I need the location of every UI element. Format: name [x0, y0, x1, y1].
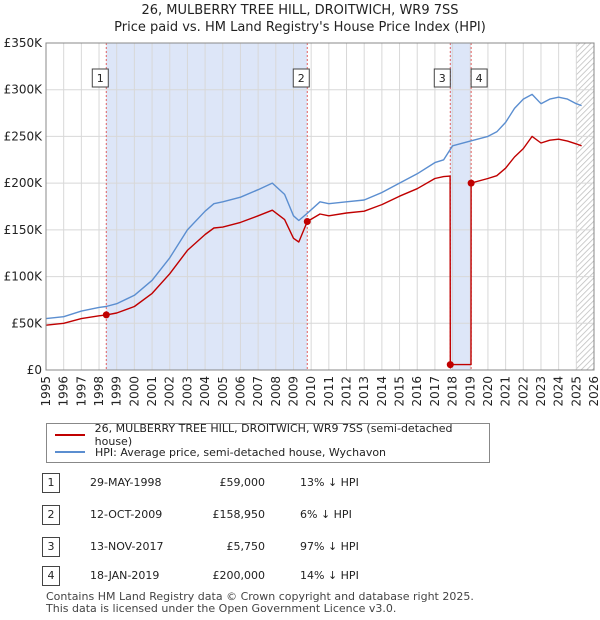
price-chart: £0 £50K £100K £150K £200K £250K £300K £350K 1995…: [4, 36, 600, 407]
y-tick-label: £250K: [4, 129, 44, 143]
sale-hpi-diff: 14% ↓ HPI: [300, 569, 359, 582]
x-tick-label: 1997: [74, 376, 88, 407]
x-tick-label: 2013: [357, 376, 371, 407]
sale-price: £59,000: [219, 476, 266, 489]
sale-point: [102, 311, 110, 319]
sale-date: 12-OCT-2009: [90, 508, 163, 521]
footer-licence: This data is licensed under the Open Gov…: [46, 602, 397, 615]
sale-hpi-diff: 6% ↓ HPI: [300, 508, 352, 521]
legend: 26, MULBERRY TREE HILL, DROITWICH, WR9 7…: [46, 422, 490, 463]
x-tick-label: 2003: [180, 376, 194, 407]
x-tick-label: 2015: [393, 376, 407, 407]
x-tick-label: 2009: [286, 376, 300, 407]
shaded-range: [106, 43, 308, 370]
sale-point: [446, 361, 454, 369]
legend-label-hpi: HPI: Average price, semi-detached house,…: [95, 445, 387, 459]
sale-row: 4 18-JAN-2019 £200,000 14% ↓ HPI: [0, 566, 600, 588]
y-tick-label: £200K: [4, 176, 44, 190]
x-tick-label: 2001: [145, 376, 159, 407]
y-tick-label: £0: [27, 363, 42, 377]
annotation-label: 1: [97, 72, 104, 85]
x-tick-label: 1999: [110, 376, 124, 407]
x-tick-label: 2023: [534, 376, 548, 407]
chart-subtitle: Price paid vs. HM Land Registry's House …: [114, 20, 486, 35]
sale-number-badge: 1: [42, 473, 60, 493]
price-paid-line: [45, 135, 582, 366]
y-tick-label: £150K: [4, 223, 44, 237]
sale-row: 3 13-NOV-2017 £5,750 97% ↓ HPI: [0, 537, 600, 559]
annotation-label: 3: [439, 72, 446, 85]
x-tick-label: 2022: [516, 376, 530, 407]
x-tick-label: 2007: [251, 376, 265, 407]
x-tick-label: 2002: [163, 376, 177, 407]
x-tick-label: 2011: [322, 376, 336, 407]
annotation-marker: 2: [292, 68, 310, 88]
legend-swatch-price: [55, 434, 85, 436]
y-tick-label: £300K: [4, 83, 44, 97]
y-tick-label: £350K: [4, 36, 44, 50]
x-tick-label: 2025: [569, 376, 583, 407]
annotation-box: [433, 68, 451, 88]
x-tick-label: 1995: [39, 376, 53, 407]
sale-point: [303, 217, 311, 225]
x-tick-label: 2024: [552, 376, 566, 407]
x-tick-label: 2000: [127, 376, 141, 407]
annotation-box: [470, 68, 488, 88]
sale-number-badge: 4: [42, 566, 60, 586]
legend-label-price: 26, MULBERRY TREE HILL, DROITWICH, WR9 7…: [94, 422, 453, 448]
shaded-range: [450, 43, 472, 370]
x-tick-label: 2005: [216, 376, 230, 407]
sale-row: 2 12-OCT-2009 £158,950 6% ↓ HPI: [0, 505, 600, 527]
legend-item-hpi: HPI: Average price, semi-detached house,…: [55, 444, 386, 460]
x-tick-label: 2010: [304, 376, 318, 407]
x-tick-label: 2012: [340, 376, 354, 407]
x-tick-label: 2018: [446, 376, 460, 407]
sale-date: 13-NOV-2017: [90, 540, 164, 553]
x-tick-label: 2016: [410, 376, 424, 407]
x-tick-label: 2020: [481, 376, 495, 407]
sale-number-badge: 3: [42, 537, 60, 557]
x-tick-label: 2021: [499, 376, 513, 407]
x-tick-label: 2004: [198, 376, 212, 407]
sale-hpi-diff: 97% ↓ HPI: [300, 540, 359, 553]
annotation-marker: 4: [470, 68, 488, 88]
sale-date: 29-MAY-1998: [90, 476, 162, 489]
x-tick-label: 1998: [92, 376, 106, 407]
chart-title: 26, MULBERRY TREE HILL, DROITWICH, WR9 7…: [141, 3, 459, 18]
sale-price: £158,950: [212, 508, 266, 521]
annotation-marker: 3: [433, 68, 451, 88]
x-tick-label: 1996: [57, 376, 71, 407]
sale-price: £5,750: [226, 540, 266, 553]
sale-hpi-diff: 13% ↓ HPI: [300, 476, 359, 489]
forecast-hatch: [576, 43, 594, 370]
x-tick-label: 2019: [463, 376, 477, 407]
annotation-box: [91, 68, 109, 88]
annotation-label: 2: [298, 72, 305, 85]
y-tick-label: £100K: [4, 270, 44, 284]
legend-item-price: 26, MULBERRY TREE HILL, DROITWICH, WR9 7…: [55, 422, 489, 448]
annotation-label: 4: [476, 72, 483, 85]
x-tick-label: 2008: [269, 376, 283, 407]
plot-border: [45, 42, 595, 371]
hpi-line: [45, 93, 582, 320]
annotation-marker: 1: [91, 68, 109, 88]
annotation-box: [292, 68, 310, 88]
legend-swatch-hpi: [55, 451, 85, 453]
sale-price: £200,000: [212, 569, 266, 582]
y-tick-label: £50K: [11, 316, 43, 330]
x-tick-label: 2014: [375, 376, 389, 407]
x-tick-label: 2017: [428, 376, 442, 407]
x-tick-label: 2006: [233, 376, 247, 407]
footer-copyright: Contains HM Land Registry data © Crown c…: [46, 590, 474, 603]
sale-row: 1 29-MAY-1998 £59,000 13% ↓ HPI: [0, 473, 600, 495]
sale-date: 18-JAN-2019: [90, 569, 160, 582]
sale-number-badge: 2: [42, 505, 60, 525]
sale-point: [467, 179, 475, 187]
x-tick-label: 2026: [587, 376, 600, 407]
